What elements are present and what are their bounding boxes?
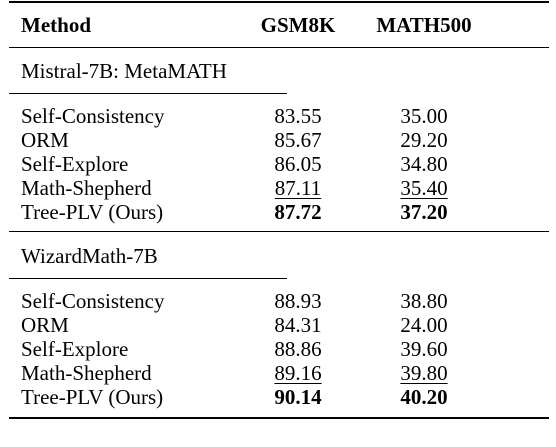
row-gsm8k: 86.05 <box>274 152 322 176</box>
second-best-value: 39.80 <box>400 361 448 385</box>
group-title: WizardMath-7B <box>21 244 158 268</box>
row-gsm8k: 89.16 <box>243 361 353 385</box>
row-math500-best: 40.20 <box>400 385 448 409</box>
group-title-rule <box>9 93 287 94</box>
second-best-value: 89.16 <box>274 361 322 385</box>
row-gsm8k-best: 87.72 <box>274 200 322 224</box>
bottom-rule <box>9 417 549 419</box>
group-title-rule <box>9 278 287 279</box>
row-gsm8k: 83.55 <box>274 104 322 128</box>
row-math500-best: 37.20 <box>400 200 448 224</box>
row-method: Math-Shepherd <box>21 176 152 200</box>
row-math500: 39.80 <box>369 361 479 385</box>
row-method: Self-Explore <box>21 152 129 176</box>
row-gsm8k: 88.86 <box>274 337 322 361</box>
row-gsm8k: 88.93 <box>274 289 322 313</box>
row-gsm8k-best: 90.14 <box>274 385 322 409</box>
group-title: Mistral-7B: MetaMATH <box>21 59 227 83</box>
row-gsm8k: 85.67 <box>274 128 322 152</box>
row-gsm8k: 84.31 <box>274 313 322 337</box>
row-method: ORM <box>21 313 69 337</box>
row-math500: 35.40 <box>369 176 479 200</box>
row-gsm8k: 87.11 <box>243 176 353 200</box>
row-math500: 39.60 <box>400 337 448 361</box>
row-math500: 24.00 <box>400 313 448 337</box>
row-method: Tree-PLV (Ours) <box>21 200 164 224</box>
row-method: Self-Consistency <box>21 289 165 313</box>
row-method: ORM <box>21 128 69 152</box>
header-math500: MATH500 <box>376 13 472 37</box>
row-method: Self-Consistency <box>21 104 165 128</box>
row-method: Math-Shepherd <box>21 361 152 385</box>
second-best-value: 87.11 <box>274 176 322 200</box>
top-rule <box>9 1 549 3</box>
section-rule <box>9 231 549 232</box>
header-rule <box>9 47 549 48</box>
header-gsm8k: GSM8K <box>260 13 336 37</box>
row-method: Tree-PLV (Ours) <box>21 385 164 409</box>
row-math500: 34.80 <box>400 152 448 176</box>
row-math500: 35.00 <box>400 104 448 128</box>
row-math500: 29.20 <box>400 128 448 152</box>
row-math500: 38.80 <box>400 289 448 313</box>
header-method: Method <box>21 13 91 37</box>
second-best-value: 35.40 <box>400 176 448 200</box>
row-method: Self-Explore <box>21 337 129 361</box>
